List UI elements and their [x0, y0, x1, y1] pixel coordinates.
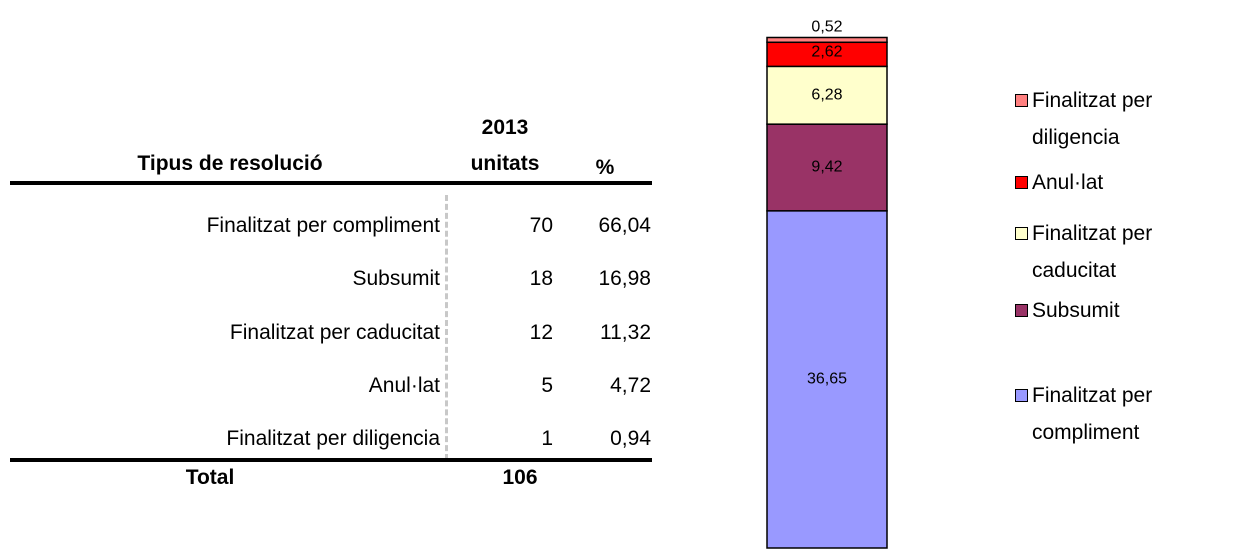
data-label: 2,62 [811, 43, 842, 60]
bar-segment [766, 210, 888, 549]
legend-item: Finalitzat per caducitat [1015, 215, 1255, 289]
legend-label: Finalitzat per compliment [1032, 384, 1153, 444]
bar-segment [766, 41, 888, 68]
row-percent: 11,32 [600, 320, 651, 344]
row-percent: 16,98 [598, 267, 651, 291]
legend-swatch [1015, 227, 1028, 240]
total-value: 106 [502, 466, 538, 489]
data-label: 6,28 [811, 86, 842, 103]
row-percent: 4,72 [610, 373, 651, 397]
legend-swatch [1015, 304, 1028, 317]
bar-segment [766, 123, 888, 212]
row-units: 12 [529, 320, 553, 344]
row-label: Finalitzat per caducitat [229, 320, 440, 344]
legend-item: Finalitzat per diligencia [1015, 82, 1255, 156]
legend-swatch [1015, 176, 1028, 189]
data-label: 0,52 [811, 19, 842, 36]
legend-item: Finalitzat per compliment [1015, 377, 1255, 451]
bar-segment [766, 36, 888, 44]
row-units: 1 [541, 427, 553, 451]
total-rule [10, 458, 652, 462]
row-label: Subsumit [352, 267, 440, 291]
legend-label: Subsumit [1032, 299, 1120, 322]
legend-label: Finalitzat per diligencia [1032, 89, 1153, 149]
data-label: 36,65 [807, 371, 847, 388]
header-rule [10, 181, 652, 185]
header: 2013 [481, 116, 529, 139]
legend-swatch [1015, 94, 1028, 107]
legend-label: Anul·lat [1032, 171, 1104, 194]
header: Tipus de resolució [137, 152, 323, 175]
row-percent: 0,94 [610, 427, 651, 451]
row-units: 18 [529, 267, 553, 291]
legend-swatch [1015, 389, 1028, 402]
data-label: 9,42 [811, 159, 842, 176]
row-percent: 66,04 [598, 214, 651, 237]
header: % [595, 156, 615, 179]
row-label: Anul·lat [368, 373, 440, 397]
legend-label: Finalitzat per caducitat [1032, 222, 1153, 282]
column-divider [445, 195, 448, 460]
row-label: Finalitzat per compliment [206, 214, 440, 237]
row-units: 70 [529, 214, 553, 237]
bar-segment [766, 65, 888, 125]
legend-item: Subsumit [1015, 292, 1255, 329]
header: unitats [470, 152, 540, 175]
row-units: 5 [541, 373, 553, 397]
legend-item: Anul·lat [1015, 164, 1255, 201]
row-label: Finalitzat per diligencia [226, 427, 440, 451]
total-label: Total [185, 466, 235, 489]
